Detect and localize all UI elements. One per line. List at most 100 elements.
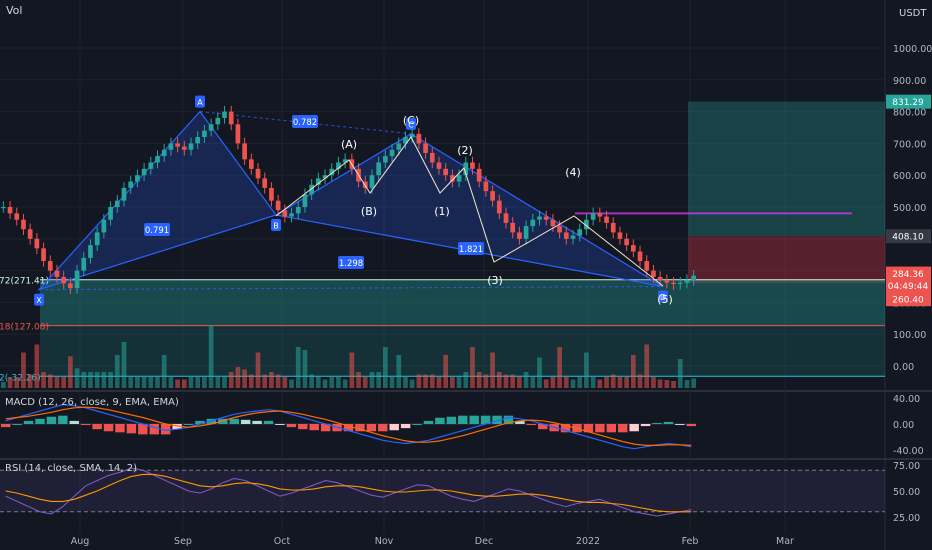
candle-body [181,146,187,150]
volume-bar [664,380,670,388]
macd-histogram-bar [320,424,331,432]
volume-bar [228,372,234,388]
candle-body [604,216,609,223]
rsi-tick-label: 75.00 [893,461,920,472]
ratio-line [38,286,664,291]
volume-bar [543,379,549,388]
candle-body [610,222,616,233]
macd-histogram-bar [343,424,354,432]
volume-bar [255,352,261,388]
candle-body [228,111,234,125]
volume-bar [517,377,522,388]
volume-bar [590,377,596,388]
time-tick-label: Aug [71,536,90,547]
rsi-tick-label: 25.00 [893,513,920,524]
volume-bar [490,352,495,388]
volume-bar [671,381,676,388]
macd-tick-label: -40.00 [893,446,924,457]
macd-histogram-bar [526,424,537,426]
volume-bar [342,379,348,388]
volume-bar [624,377,629,388]
ratio-label: 1.821 [459,245,483,255]
macd-histogram-bar [229,418,239,424]
macd-histogram-bar [538,424,548,430]
candle-body [329,168,335,176]
candle-body [396,143,402,150]
time-tick-label: Feb [682,536,699,547]
candle-body [496,200,502,214]
volume-bar [282,377,288,388]
candle-body [443,168,449,176]
candle-body [389,149,395,157]
macd-histogram-bar [1,424,11,428]
candle-body [550,219,556,227]
volume-bar [443,355,449,388]
macd-histogram-bar [58,415,68,424]
candle-body [543,216,549,220]
volume-bar [215,377,221,388]
volume-bar [14,377,20,388]
candle-body [463,162,469,176]
volume-bars [1,325,696,388]
volume-bar [128,377,134,388]
pattern-point-badge [658,290,668,303]
volume-bar [537,357,542,388]
profit-zone [688,101,885,237]
candle-body [624,238,629,246]
candle-body [74,270,80,289]
volume-bar [269,372,274,388]
volume-bar [161,355,167,388]
candle-body [416,133,422,144]
candle-body [369,175,375,188]
price-tick-label: 100.00 [893,330,926,341]
candle-body [510,222,516,233]
wave-label: (4) [565,166,581,179]
macd-histogram-bar [663,421,674,424]
elliott-waves[interactable]: (A) (B) (C) (1) (2) (3) (4) (5) [275,114,673,306]
volume-bar [496,372,502,388]
candle-body [376,162,382,176]
macd-histogram-bar [138,424,148,435]
volume-bar [21,352,26,388]
candle-body [108,207,113,220]
macd-histogram-bar [35,418,45,424]
ratio-label: 0.782 [293,118,317,128]
candle-body [41,248,46,262]
volume-bar [617,377,623,388]
volume-bar [202,377,207,388]
candle-body [423,143,428,153]
candle-body [1,207,6,209]
volume-bar [523,372,529,388]
price-tick-label: 1000.00 [893,44,932,55]
candle-body [517,232,522,239]
candle-body [155,156,160,163]
volume-bar [584,352,589,388]
macd-histogram-bar [183,424,194,425]
volume-bar [510,374,516,388]
fib-level-label: 72(271.41) [0,277,49,287]
ratio-label: 1.298 [339,259,363,269]
main-pane[interactable] [0,0,885,390]
price-tick-label: 600.00 [893,171,926,182]
ratio-badge [292,115,318,128]
candle-body [322,175,328,179]
volume-bar [356,372,361,388]
macd-histogram-bar [252,420,262,424]
macd-histogram-bar [400,424,411,429]
candle-body [34,238,40,249]
macd-title: MACD (12, 26, close, 9, EMA, EMA) [5,397,179,408]
price-tag-label: 260.40 [892,296,924,306]
price-tick-label: 900.00 [893,76,926,87]
macd-histogram-bar [378,424,388,432]
volume-bar [329,377,335,388]
macd-histogram-bar [446,416,457,424]
volume-bar [530,377,536,388]
price-tick-label: 0.00 [893,362,914,373]
ratio-badge [458,242,484,255]
macd-histogram-bar [115,424,125,433]
grid-lines [0,0,885,533]
macd-histogram-bar [606,424,617,433]
candle-body [630,245,636,252]
pattern-point-label: X [36,296,42,305]
